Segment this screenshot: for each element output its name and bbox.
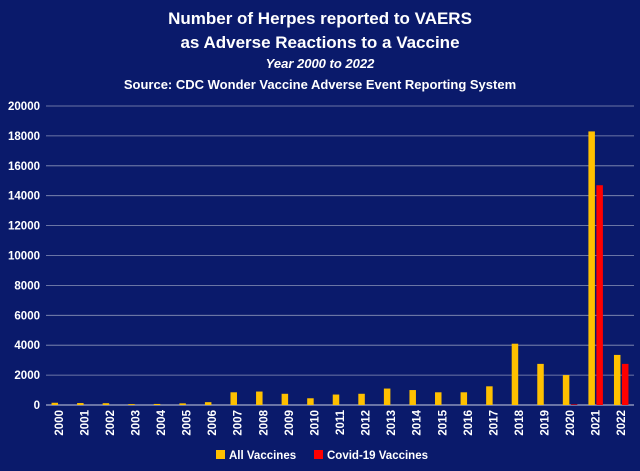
bar-all-vaccines-2014 <box>409 390 416 405</box>
y-tick-label: 4000 <box>14 340 40 352</box>
bar-all-vaccines-2004 <box>153 403 161 405</box>
x-tick-label: 2011 <box>335 409 347 435</box>
bar-all-vaccines-2005 <box>179 403 186 405</box>
legend-label: All Vaccines <box>229 450 296 462</box>
x-tick-label: 2012 <box>361 410 373 436</box>
chart-title-line-2: as Adverse Reactions to a Vaccine <box>180 33 459 52</box>
x-tick-label: 2016 <box>463 410 475 436</box>
x-tick-label: 2001 <box>79 409 91 435</box>
bar-covid-19-vaccines-2021 <box>596 185 603 405</box>
y-tick-label: 20000 <box>8 101 40 113</box>
x-tick-label: 2009 <box>284 410 296 436</box>
y-tick-label: 16000 <box>8 161 40 173</box>
bar-all-vaccines-2015 <box>435 392 442 405</box>
legend: All Vaccines Covid-19 Vaccines <box>216 450 428 462</box>
legend-swatch <box>216 450 225 459</box>
x-tick-label: 2006 <box>207 410 219 436</box>
bar-all-vaccines-2012 <box>358 393 365 405</box>
x-tick-label: 2022 <box>616 410 628 436</box>
x-axis-ticks: 2000 2001 2002 2003 2004 2005 2006 2007 2008 2009… <box>54 409 628 435</box>
x-tick-label: 2014 <box>412 409 424 435</box>
x-tick-label: 2015 <box>437 409 449 435</box>
bar-all-vaccines-2008 <box>256 391 263 405</box>
bar-all-vaccines-2011 <box>332 394 340 405</box>
bar-all-vaccines-2020 <box>562 375 570 405</box>
bar-all-vaccines-2007 <box>230 392 237 405</box>
x-tick-label: 2005 <box>182 409 194 435</box>
bar-all-vaccines-2017 <box>486 386 493 405</box>
y-axis-ticks: 0 2000 4000 6000 8000 10000 12000 14000 16000 180… <box>8 101 40 412</box>
gridlines <box>46 105 634 406</box>
x-tick-label: 2008 <box>258 409 270 435</box>
x-tick-label: 2018 <box>514 409 526 435</box>
bar-all-vaccines-2001 <box>77 403 84 405</box>
x-tick-label: 2019 <box>540 410 552 436</box>
bar-all-vaccines-2006 <box>204 402 212 405</box>
chart-source: Source: CDC Wonder Vaccine Adverse Event… <box>124 77 516 92</box>
y-tick-label: 0 <box>34 400 40 412</box>
y-tick-label: 18000 <box>8 131 40 143</box>
chart-subtitle: Year 2000 to 2022 <box>266 56 375 71</box>
x-tick-label: 2020 <box>565 410 577 436</box>
bar-all-vaccines-2003 <box>128 404 135 405</box>
bar-all-vaccines-2021 <box>588 131 595 406</box>
x-tick-label: 2010 <box>309 410 321 436</box>
x-tick-label: 2002 <box>105 410 117 436</box>
bar-all-vaccines-2000 <box>51 402 59 405</box>
bar-covid-19-vaccines-2022 <box>621 363 629 405</box>
bar-all-vaccines-2022 <box>613 354 621 405</box>
x-tick-label: 2021 <box>591 409 603 435</box>
bar-all-vaccines-2002 <box>102 403 110 405</box>
chart-title-line-1: Number of Herpes reported to VAERS <box>168 9 472 28</box>
y-tick-label: 8000 <box>14 280 40 292</box>
x-tick-label: 2017 <box>488 410 500 436</box>
bar-all-vaccines-2009 <box>281 393 289 405</box>
legend-swatch <box>314 450 323 459</box>
x-tick-label: 2003 <box>130 410 142 436</box>
bar-all-vaccines-2019 <box>537 363 544 405</box>
y-tick-label: 14000 <box>8 191 40 203</box>
y-tick-label: 6000 <box>14 310 40 322</box>
legend-label: Covid-19 Vaccines <box>327 450 428 462</box>
x-tick-label: 2004 <box>156 409 168 435</box>
x-tick-label: 2007 <box>233 410 245 436</box>
y-tick-label: 2000 <box>14 370 40 382</box>
bar-all-vaccines-2013 <box>383 388 391 405</box>
y-tick-label: 12000 <box>8 221 40 233</box>
bars <box>51 131 629 406</box>
x-tick-label: 2013 <box>386 410 398 436</box>
bar-all-vaccines-2018 <box>511 343 519 405</box>
bar-all-vaccines-2016 <box>460 392 468 405</box>
x-tick-label: 2000 <box>54 410 66 436</box>
bar-covid-19-vaccines-2020 <box>570 404 578 405</box>
bar-all-vaccines-2010 <box>307 398 314 405</box>
y-tick-label: 10000 <box>8 251 40 263</box>
